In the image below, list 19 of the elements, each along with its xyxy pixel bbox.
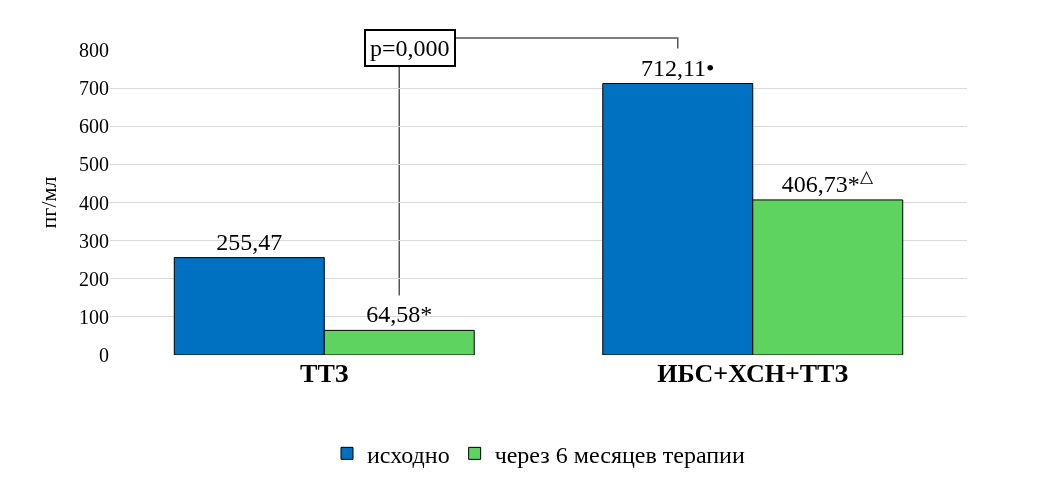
annotation: p=0,000	[370, 35, 450, 61]
y-tick-label: 200	[79, 267, 109, 290]
x-tick-label: ТТЗ	[300, 359, 349, 388]
y-tick-label: 600	[79, 115, 109, 138]
y-tick-label: 0	[99, 344, 109, 366]
x-tick-label: ИБС+ХСН+ТТЗ	[657, 359, 849, 388]
y-axis-title: пг/мл	[36, 176, 61, 229]
data-label: 64,58*	[366, 301, 433, 328]
y-tick-label: 100	[79, 305, 109, 328]
y-tick-label: 800	[79, 39, 109, 61]
data-label: 406,73*$^{△}$	[781, 166, 874, 197]
legend-label: через 6 месяцев терапии	[494, 441, 745, 468]
y-tick-label: 500	[79, 153, 109, 176]
legend-label: исходно	[367, 441, 450, 468]
data-label: 712,11•	[641, 54, 715, 81]
y-tick-label: 700	[79, 77, 109, 100]
y-tick-label: 300	[79, 229, 109, 252]
y-tick-label: 400	[79, 191, 109, 214]
data-label: 255,47	[216, 228, 283, 255]
